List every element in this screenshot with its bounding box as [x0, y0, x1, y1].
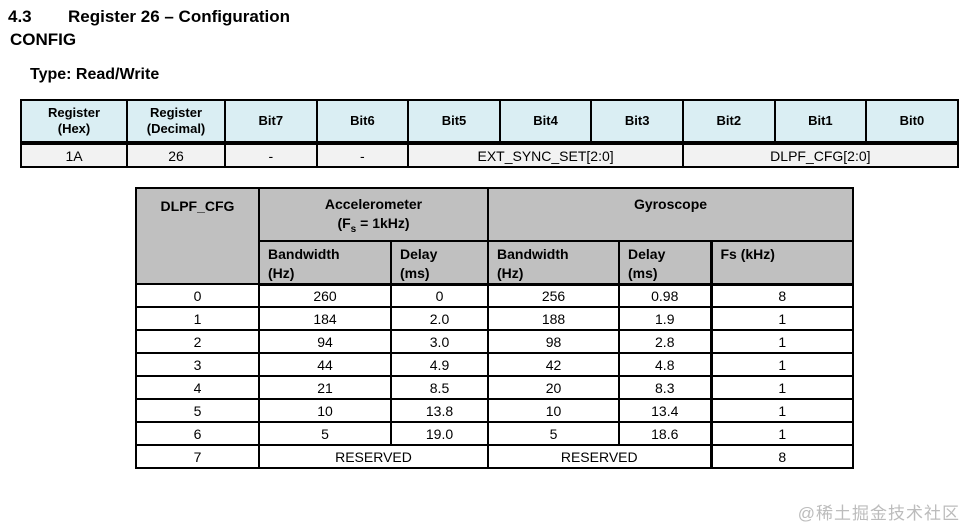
register-hex-header: Register (Hex) [20, 99, 128, 145]
header-line: (Hex) [57, 121, 91, 136]
cell-accel-bw: 21 [258, 375, 392, 401]
cell-accel-delay: 2.0 [390, 306, 489, 332]
fs-khz-header: Fs (kHz) [709, 239, 855, 286]
gyroscope-header: Gyroscope [486, 187, 855, 242]
cell-accel-delay: 0 [390, 283, 489, 309]
cell-cfg: 3 [135, 352, 260, 378]
cell-cfg: 6 [135, 421, 260, 447]
accel-delay-header: Delay (ms) [390, 239, 489, 286]
cell-fs: 1 [709, 329, 855, 355]
cell-gyro-delay: 18.6 [618, 421, 712, 447]
register-table-header-row: Register (Hex) Register (Decimal) Bit7 B… [20, 99, 959, 145]
cell-gyro-delay: 8.3 [618, 375, 712, 401]
cell-accel-bw: 94 [258, 329, 392, 355]
section-title: Register 26 – Configuration [68, 7, 290, 26]
table-row: 1 184 2.0 188 1.9 1 [135, 306, 855, 332]
watermark: @稀土掘金技术社区 [797, 504, 960, 523]
register-decimal-value: 26 [126, 142, 226, 168]
cell-gyro-bw: 256 [487, 283, 620, 309]
cell-gyro-delay: 4.8 [618, 352, 712, 378]
heading-block: 4.3 Register 26 – Configuration CONFIG [8, 5, 972, 51]
cell-accel-reserved: RESERVED [258, 444, 489, 470]
cell-cfg: 7 [135, 444, 260, 470]
cell-fs: 8 [709, 283, 855, 309]
cell-gyro-bw: 5 [487, 421, 620, 447]
cell-accel-bw: 184 [258, 306, 392, 332]
cell-gyro-bw: 10 [487, 398, 620, 424]
cell-accel-delay: 3.0 [390, 329, 489, 355]
bit0-header: Bit0 [865, 99, 959, 145]
cell-cfg: 4 [135, 375, 260, 401]
table-row: 0 260 0 256 0.98 8 [135, 283, 855, 309]
dlpf-table-header-row1: DLPF_CFG Accelerometer (Fs = 1kHz) Gyros… [135, 186, 855, 286]
bit1-header: Bit1 [773, 99, 868, 145]
cell-fs: 1 [709, 398, 855, 424]
cell-accel-bw: 10 [258, 398, 392, 424]
fs-subscript: s [350, 223, 357, 235]
bit5-header: Bit5 [407, 99, 501, 145]
table-row: 5 10 13.8 10 13.4 1 [135, 398, 855, 424]
cell-accel-delay: 8.5 [390, 375, 489, 401]
gyro-delay-header: Delay (ms) [618, 239, 712, 286]
bit6-value: - [315, 142, 410, 168]
cell-gyro-bw: 188 [487, 306, 620, 332]
cell-accel-delay: 19.0 [390, 421, 489, 447]
register-bit-table: Register (Hex) Register (Decimal) Bit7 B… [20, 99, 959, 168]
table-row: 3 44 4.9 42 4.8 1 [135, 352, 855, 378]
cell-cfg: 2 [135, 329, 260, 355]
header-line: Accelerometer [324, 196, 423, 212]
cell-gyro-bw: 42 [487, 352, 620, 378]
cell-cfg: 5 [135, 398, 260, 424]
table-row: 6 5 19.0 5 18.6 1 [135, 421, 855, 447]
bit7-value: - [224, 142, 318, 168]
section-number: 4.3 [8, 7, 32, 26]
cell-gyro-reserved: RESERVED [487, 444, 712, 470]
cell-gyro-bw: 98 [487, 329, 620, 355]
cell-gyro-delay: 13.4 [618, 398, 712, 424]
gyro-bandwidth-header: Bandwidth (Hz) [487, 239, 620, 286]
cell-gyro-bw: 20 [487, 375, 620, 401]
dlpf-config-table: DLPF_CFG Accelerometer (Fs = 1kHz) Gyros… [135, 186, 855, 470]
bit6-header: Bit6 [315, 99, 410, 145]
header-line: (Fs = 1kHz) [337, 215, 410, 235]
table-row: 4 21 8.5 20 8.3 1 [135, 375, 855, 401]
header-line: (Decimal) [146, 121, 206, 136]
header-line: Register [47, 105, 101, 120]
ext-sync-set-field: EXT_SYNC_SET[2:0] [407, 142, 684, 168]
dlpf-cfg-field: DLPF_CFG[2:0] [681, 142, 959, 168]
register-hex-value: 1A [20, 142, 128, 168]
bit4-header: Bit4 [498, 99, 593, 145]
cell-accel-bw: 5 [258, 421, 392, 447]
cell-fs: 1 [709, 375, 855, 401]
bit2-header: Bit2 [681, 99, 776, 145]
accelerometer-header: Accelerometer (Fs = 1kHz) [258, 187, 489, 242]
bit3-header: Bit3 [590, 99, 684, 145]
cell-accel-bw: 260 [258, 283, 392, 309]
cell-gyro-delay: 2.8 [618, 329, 712, 355]
cell-accel-delay: 4.9 [390, 352, 489, 378]
cell-gyro-delay: 1.9 [618, 306, 712, 332]
cell-fs: 1 [709, 421, 855, 447]
section-heading: 4.3 Register 26 – Configuration [8, 5, 972, 28]
accel-bandwidth-header: Bandwidth (Hz) [258, 239, 392, 286]
dlpf-table-header-row2: Bandwidth (Hz) Delay (ms) Bandwidth (Hz)… [136, 239, 855, 286]
cell-accel-bw: 44 [258, 352, 392, 378]
cell-fs: 1 [709, 352, 855, 378]
header-line: Register [149, 105, 203, 120]
cell-cfg: 0 [135, 283, 260, 309]
access-type-label: Type: Read/Write [30, 66, 160, 83]
register-decimal-header: Register (Decimal) [126, 99, 226, 145]
bit7-header: Bit7 [224, 99, 318, 145]
cell-fs: 1 [709, 306, 855, 332]
register-table-data-row: 1A 26 - - EXT_SYNC_SET[2:0] DLPF_CFG[2:0… [20, 142, 959, 168]
cell-cfg: 1 [135, 306, 260, 332]
table-row: 2 94 3.0 98 2.8 1 [135, 329, 855, 355]
cell-gyro-delay: 0.98 [618, 283, 712, 309]
table-row-reserved: 7 RESERVED RESERVED 8 [135, 444, 855, 470]
dlpf-cfg-header: DLPF_CFG [135, 186, 260, 286]
register-name: CONFIG [10, 30, 77, 49]
cell-accel-delay: 13.8 [390, 398, 489, 424]
cell-fs: 8 [709, 444, 855, 470]
